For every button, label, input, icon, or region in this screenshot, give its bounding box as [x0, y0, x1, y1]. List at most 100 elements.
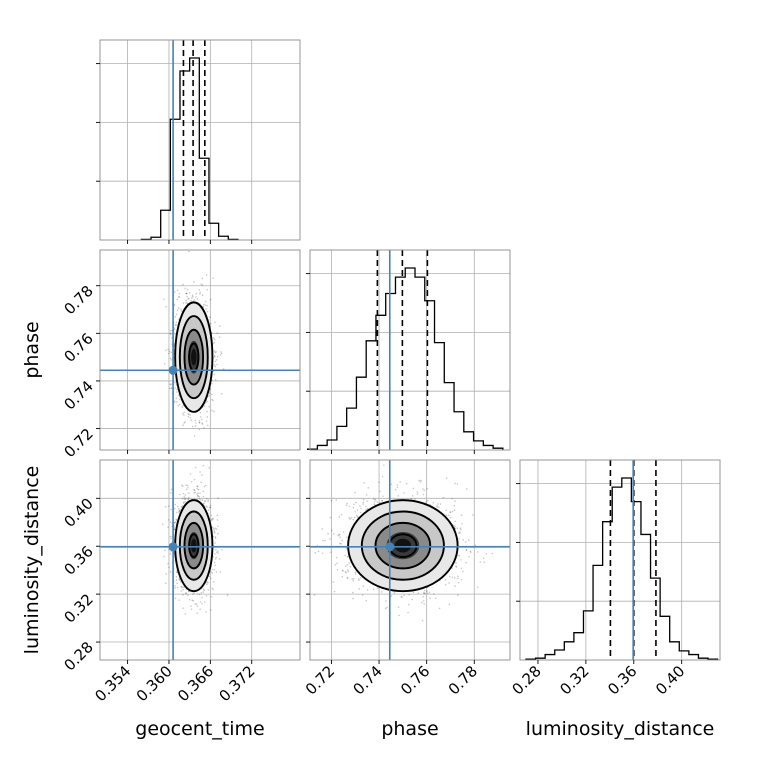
sample-point [348, 505, 351, 508]
sample-point [330, 529, 333, 532]
sample-point [353, 516, 356, 519]
sample-point [192, 600, 195, 602]
sample-point [184, 500, 186, 503]
sample-point [212, 527, 215, 530]
sample-point [193, 478, 196, 481]
sample-point [432, 501, 435, 504]
sample-point [174, 381, 176, 384]
sample-point [458, 581, 460, 584]
sample-point [216, 514, 219, 517]
xtick-label-geocent_time: 0.354 [91, 662, 134, 705]
sample-point [436, 505, 438, 507]
sample-point [210, 571, 212, 573]
sample-point [196, 485, 199, 487]
sample-point [196, 298, 199, 300]
sample-point [390, 595, 392, 597]
sample-point [190, 605, 192, 608]
sample-point [176, 571, 178, 574]
sample-point [174, 291, 176, 293]
sample-point [205, 497, 208, 500]
sample-point [178, 579, 181, 581]
sample-point [209, 388, 212, 390]
sample-point [206, 410, 208, 413]
hist-yticks [96, 63, 100, 182]
sample-point [170, 387, 173, 389]
sample-point [335, 556, 338, 559]
sample-point [448, 603, 451, 606]
sample-point [390, 483, 393, 485]
sample-point [345, 504, 348, 507]
sample-point [170, 329, 172, 332]
sample-point [405, 482, 408, 485]
sample-point [425, 590, 428, 593]
sample-point [184, 497, 187, 499]
sample-point [322, 539, 324, 542]
sample-point [365, 494, 368, 496]
sample-point [455, 565, 457, 568]
sample-point [199, 411, 202, 414]
sample-point [458, 532, 461, 535]
sample-point [181, 484, 183, 486]
sample-point [214, 379, 217, 381]
sample-point [365, 505, 367, 508]
sample-point [185, 488, 188, 491]
sample-point [190, 299, 193, 302]
sample-point [411, 598, 413, 601]
sample-point [435, 597, 437, 600]
sample-point [352, 518, 355, 521]
xaxis-label-geocent_time: geocent_time [135, 718, 264, 740]
sample-point [378, 481, 380, 484]
sample-point [204, 402, 207, 404]
xtick-label-phase: 0.72 [302, 662, 338, 698]
xtick-label-geocent_time: 0.372 [215, 662, 258, 705]
sample-point [425, 501, 427, 503]
sample-point [205, 595, 208, 597]
sample-point [175, 321, 178, 324]
sample-point [174, 597, 177, 600]
sample-point [341, 539, 344, 542]
sample-point [213, 373, 216, 376]
sample-point [180, 586, 183, 589]
sample-point [346, 502, 348, 505]
sample-point [214, 536, 217, 538]
sample-point [185, 592, 188, 595]
sample-point [429, 597, 431, 600]
sample-point [188, 292, 191, 294]
sample-point [356, 516, 359, 518]
sample-point [423, 592, 425, 594]
sample-point [467, 539, 470, 541]
ytick-label-luminosity_distance: 0.40 [60, 494, 96, 530]
sample-point [393, 592, 396, 594]
sample-point [454, 500, 456, 503]
sample-point [457, 594, 459, 596]
sample-point [176, 511, 178, 514]
sample-point [324, 539, 326, 542]
pair-panel-geocent_time-phase [99, 249, 301, 451]
sample-point [353, 503, 355, 506]
density-level-4 [191, 538, 197, 553]
sample-point [362, 498, 365, 501]
sample-point [177, 404, 180, 407]
panel-plot-area [100, 460, 300, 660]
sample-point [349, 565, 352, 568]
sample-point [321, 552, 324, 554]
sample-point [464, 541, 467, 543]
sample-point [456, 483, 459, 485]
sample-point [196, 495, 199, 497]
sample-point [462, 570, 464, 573]
sample-point [186, 302, 188, 304]
sample-point [206, 583, 208, 586]
sample-point [178, 403, 181, 406]
sample-point [203, 601, 206, 603]
sample-point [206, 310, 209, 313]
sample-point [383, 464, 385, 466]
sample-point [177, 394, 180, 396]
sample-point [176, 401, 178, 403]
sample-point [185, 302, 187, 304]
sample-point [205, 505, 208, 507]
hist-panel-luminosity_distance [516, 459, 721, 661]
sample-point [444, 583, 447, 586]
sample-point [338, 533, 340, 536]
sample-point [449, 575, 451, 578]
sample-point [400, 595, 403, 598]
